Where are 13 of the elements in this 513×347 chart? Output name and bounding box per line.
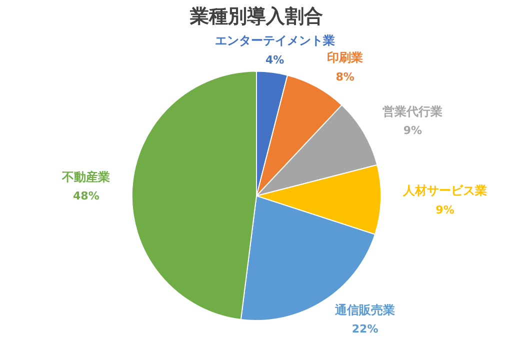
data-label: 9% <box>436 203 454 216</box>
data-label: 48% <box>73 190 100 203</box>
slice-label: 不動産業 <box>61 170 110 184</box>
data-label: 4% <box>266 53 284 66</box>
slice-label: 印刷業 <box>327 50 364 65</box>
chart-title: 業種別導入割合 <box>189 5 323 28</box>
slice-label: 通信販売業 <box>334 302 396 317</box>
data-label: 9% <box>403 124 422 138</box>
slice-label: エンターテイメント業 <box>214 34 335 48</box>
data-label: 22% <box>352 322 378 336</box>
slice-label: 営業代行業 <box>382 104 443 118</box>
slice-label: 人材サービス業 <box>402 184 488 198</box>
data-label: 8% <box>336 70 354 84</box>
